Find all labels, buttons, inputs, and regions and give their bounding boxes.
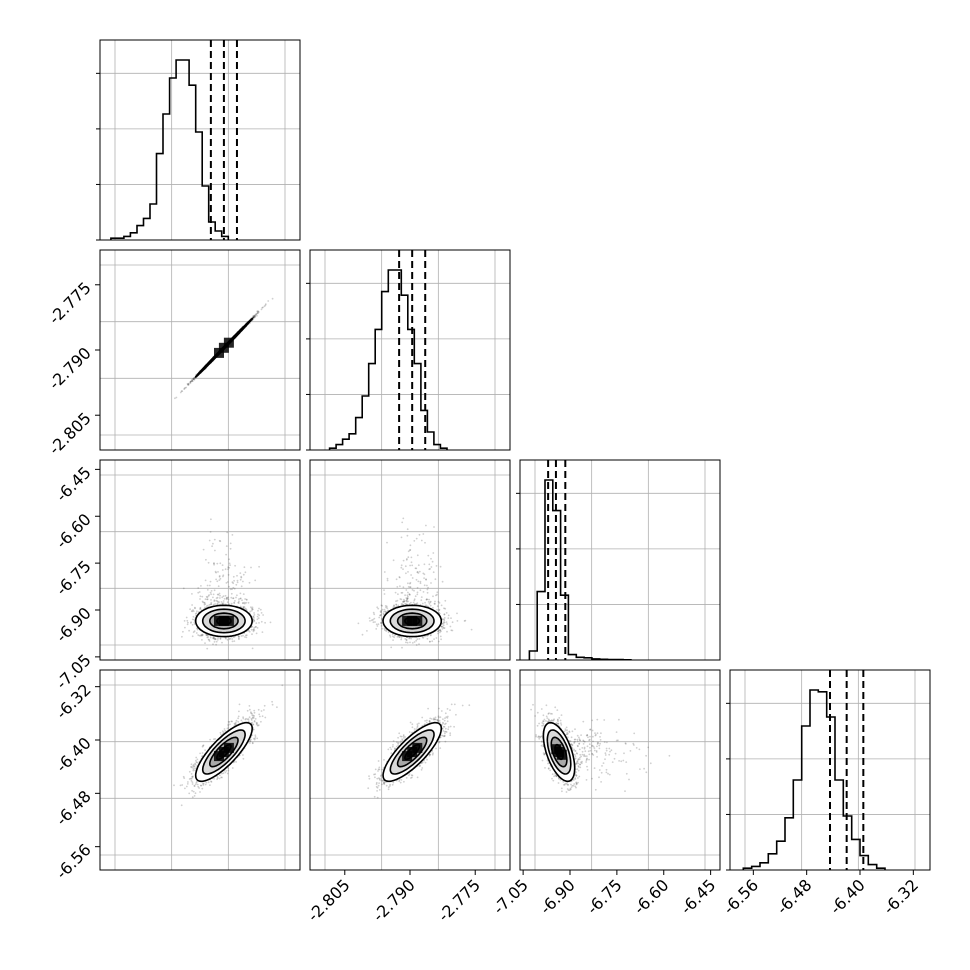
density-peak [412,742,423,753]
density-peak [412,615,423,626]
panel-frame-2-0 [99,459,301,661]
panel-frame-0-0 [99,39,301,241]
panel-frame-3-2 [519,669,721,871]
histogram-steps [328,269,448,450]
density-panel-1-0 [174,297,274,400]
density-peak [402,751,413,762]
density-peak [407,747,418,757]
density-peak [223,742,234,753]
grid-0-0 [100,40,300,240]
density-panel-2-0 [181,518,272,650]
panel-frame-3-0 [99,669,301,871]
grid-1-0 [100,250,300,450]
grid-2-2 [520,460,720,660]
density-panel-3-0 [173,684,284,807]
density-peak [223,615,234,626]
grid-3-0 [100,670,300,870]
density-peak [402,615,413,626]
density-peak [556,749,567,760]
density-peak [218,342,229,353]
histogram-steps [110,59,230,240]
grid-2-1 [310,460,510,660]
grid-3-3 [730,670,930,870]
density-panel-2-1 [357,517,473,649]
histogram-steps [742,689,886,870]
histogram-3 [742,670,886,870]
histogram-0 [110,40,238,240]
panel-frame-2-2 [519,459,721,661]
grid-3-2 [520,670,720,870]
panel-frame-1-1 [309,249,511,451]
density-panel-3-2 [530,703,671,793]
histogram-1 [328,250,448,450]
grid-1-1 [310,250,510,450]
density-peak [214,347,224,358]
density-panel-3-1 [367,703,471,799]
density-peak [407,615,418,626]
panel-frame-3-3 [729,669,931,871]
density-peak [223,337,234,348]
panel-frame-2-1 [309,459,511,661]
